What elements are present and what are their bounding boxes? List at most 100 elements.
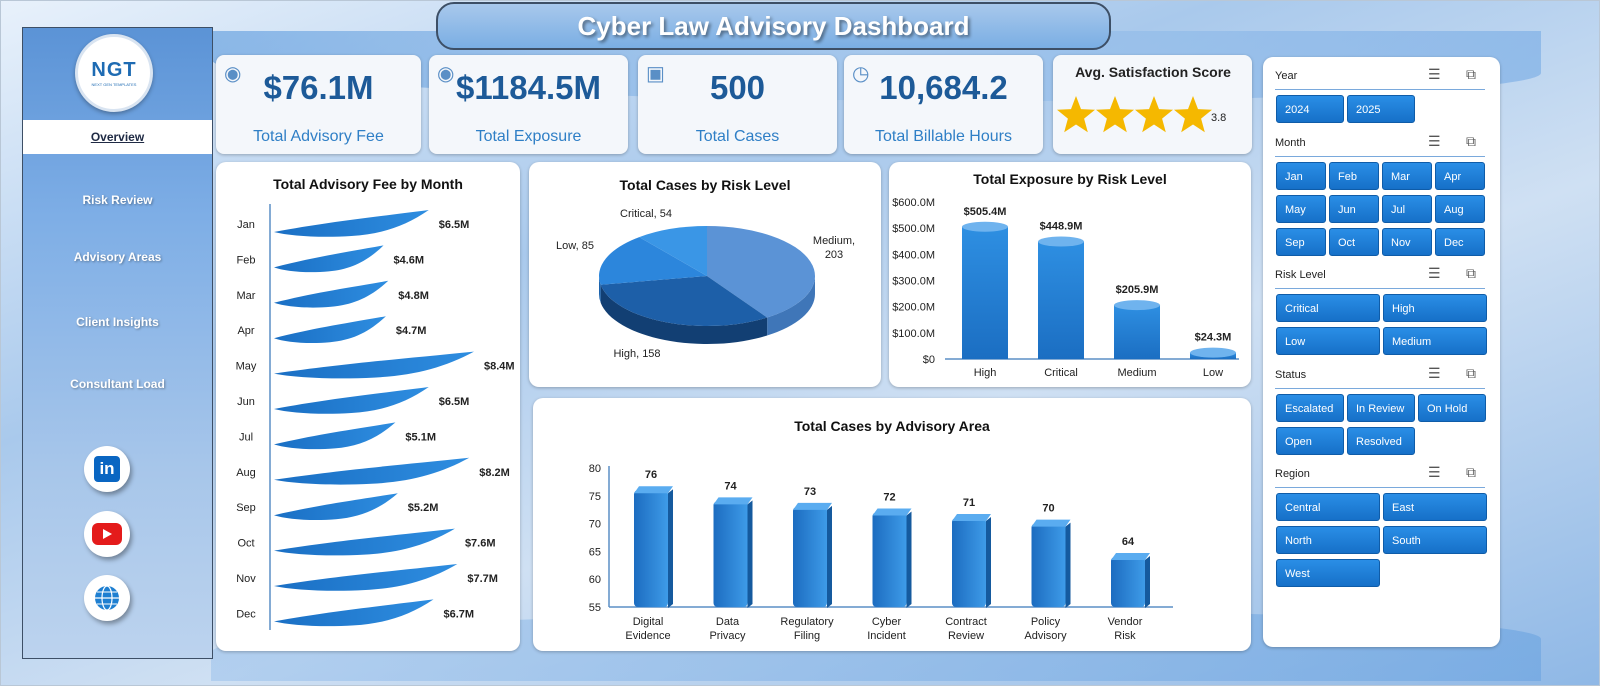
pie-slice bbox=[600, 276, 768, 326]
data-label: 73 bbox=[804, 486, 816, 498]
multi-select-icon[interactable]: ☰ bbox=[1428, 133, 1441, 149]
data-label: $5.1M bbox=[405, 431, 436, 443]
bar-side bbox=[906, 511, 912, 608]
slicer-month-jun[interactable]: Jun bbox=[1329, 195, 1379, 223]
data-label: $7.7M bbox=[467, 573, 498, 585]
kpi-label: Total Advisory Fee bbox=[253, 128, 384, 145]
bar-top bbox=[952, 514, 991, 522]
website-button[interactable] bbox=[84, 575, 130, 621]
bar bbox=[634, 490, 668, 607]
slicer-region-west[interactable]: West bbox=[1276, 559, 1380, 587]
cases-by-risk-chart: Medium, 203 High, 158 Low, 85 Critical, 54 bbox=[556, 208, 855, 360]
slicer-status-in-review[interactable]: In Review bbox=[1347, 394, 1415, 422]
multi-select-icon[interactable]: ☰ bbox=[1428, 265, 1441, 281]
chart-title: Total Cases by Risk Level bbox=[619, 177, 791, 193]
star-icon bbox=[1174, 96, 1212, 133]
money-bag-icon: ◉ bbox=[437, 63, 455, 85]
exposure-by-risk-chart: $0 $100.0M $200.0M $300.0M $400.0M $500.0M $60… bbox=[892, 197, 1239, 379]
slicer-risk-medium[interactable]: Medium bbox=[1383, 327, 1487, 355]
data-label: $4.8M bbox=[398, 290, 429, 302]
divider bbox=[1275, 487, 1485, 488]
slicer-risk-critical[interactable]: Critical bbox=[1276, 294, 1380, 322]
slicer-risk-high[interactable]: High bbox=[1383, 294, 1487, 322]
slicer-month-nov[interactable]: Nov bbox=[1382, 228, 1432, 256]
tick-label: Jan bbox=[237, 219, 255, 231]
linkedin-button[interactable]: in bbox=[84, 446, 130, 492]
tick-label: Filing bbox=[794, 630, 820, 642]
clipboard-icon: ▣ bbox=[646, 63, 665, 85]
slicer-risk-low[interactable]: Low bbox=[1276, 327, 1380, 355]
slicer-month-sep[interactable]: Sep bbox=[1276, 228, 1326, 256]
tick-label: $500.0M bbox=[892, 223, 935, 235]
slicer-status-label: Status bbox=[1275, 369, 1307, 381]
tick-label: 55 bbox=[589, 602, 601, 614]
divider bbox=[1275, 156, 1485, 157]
nav-risk-review[interactable]: Risk Review bbox=[82, 193, 153, 207]
slicer-year-2025[interactable]: 2025 bbox=[1347, 95, 1415, 123]
slicer-region-central[interactable]: Central bbox=[1276, 493, 1380, 521]
bar-side bbox=[827, 505, 832, 608]
slicer-status-on-hold[interactable]: On Hold bbox=[1418, 394, 1486, 422]
tick-label: Risk bbox=[1114, 630, 1136, 642]
slicer-month-aug[interactable]: Aug bbox=[1435, 195, 1485, 223]
slicer-month-mar[interactable]: Mar bbox=[1382, 162, 1432, 190]
pie-slice-side bbox=[599, 276, 601, 303]
data-label: 72 bbox=[883, 491, 895, 503]
tick-label: Oct bbox=[237, 538, 254, 550]
slicer-month-may[interactable]: May bbox=[1276, 195, 1326, 223]
slicer-month-jul[interactable]: Jul bbox=[1382, 195, 1432, 223]
slicer-month-jan[interactable]: Jan bbox=[1276, 162, 1326, 190]
tick-label: $0 bbox=[923, 354, 935, 366]
logo-subtext: NEXT GEN TEMPLATES bbox=[91, 82, 137, 87]
slicer-region-label: Region bbox=[1275, 468, 1310, 480]
slicer-status-open[interactable]: Open bbox=[1276, 427, 1344, 455]
data-label: Critical, 54 bbox=[620, 208, 672, 220]
nav-consultant-load[interactable]: Consultant Load bbox=[70, 377, 165, 391]
clear-filter-icon[interactable]: ⧉ bbox=[1466, 365, 1476, 381]
data-label: 76 bbox=[645, 469, 657, 481]
tick-label: Dec bbox=[236, 608, 256, 620]
data-label: Medium, bbox=[813, 235, 855, 247]
slicer-region-east[interactable]: East bbox=[1383, 493, 1487, 521]
slicer-month-apr[interactable]: Apr bbox=[1435, 162, 1485, 190]
clear-filter-icon[interactable]: ⧉ bbox=[1466, 464, 1476, 480]
data-label: $4.6M bbox=[394, 254, 425, 266]
slicer-month-oct[interactable]: Oct bbox=[1329, 228, 1379, 256]
tick-label: Medium bbox=[1117, 367, 1156, 379]
logo-text: NGT bbox=[91, 59, 137, 81]
bar bbox=[872, 512, 907, 607]
multi-select-icon[interactable]: ☰ bbox=[1428, 66, 1441, 82]
data-label: $6.7M bbox=[444, 608, 475, 620]
slicer-region-south[interactable]: South bbox=[1383, 526, 1487, 554]
tick-label: Critical bbox=[1044, 367, 1078, 379]
bar-top bbox=[634, 486, 673, 494]
tick-label: Data bbox=[716, 616, 740, 628]
bar bbox=[274, 210, 429, 237]
kpi-label: Total Cases bbox=[695, 128, 780, 145]
nav-client-insights[interactable]: Client Insights bbox=[76, 315, 159, 329]
clear-filter-icon[interactable]: ⧉ bbox=[1466, 265, 1476, 281]
slicer-month-dec[interactable]: Dec bbox=[1435, 228, 1485, 256]
slicer-status-escalated[interactable]: Escalated bbox=[1276, 394, 1344, 422]
youtube-button[interactable] bbox=[84, 511, 130, 557]
tick-label: Jun bbox=[237, 396, 255, 408]
nav-advisory-areas[interactable]: Advisory Areas bbox=[73, 250, 162, 264]
slicer-year-2024[interactable]: 2024 bbox=[1276, 95, 1344, 123]
clear-filter-icon[interactable]: ⧉ bbox=[1466, 133, 1476, 149]
bar-side bbox=[668, 489, 673, 608]
nav-overview[interactable]: Overview bbox=[23, 120, 212, 154]
bar-top bbox=[1114, 300, 1160, 311]
kpi-value: 10,684.2 bbox=[879, 69, 1008, 106]
bar-side bbox=[986, 517, 991, 608]
slicer-month-label: Month bbox=[1275, 137, 1306, 149]
multi-select-icon[interactable]: ☰ bbox=[1428, 365, 1441, 381]
clear-filter-icon[interactable]: ⧉ bbox=[1466, 66, 1476, 82]
chart-panel-cases-by-risk: Total Cases by Risk Level Medium, 203 High… bbox=[529, 162, 881, 387]
money-bag-icon: ◉ bbox=[224, 63, 242, 85]
kpi-card-advisory-fee: ◉ $76.1M Total Advisory Fee bbox=[216, 55, 421, 154]
slicer-month-feb[interactable]: Feb bbox=[1329, 162, 1379, 190]
multi-select-icon[interactable]: ☰ bbox=[1428, 464, 1441, 480]
data-label: $6.5M bbox=[439, 219, 470, 231]
slicer-region-north[interactable]: North bbox=[1276, 526, 1380, 554]
slicer-status-resolved[interactable]: Resolved bbox=[1347, 427, 1415, 455]
